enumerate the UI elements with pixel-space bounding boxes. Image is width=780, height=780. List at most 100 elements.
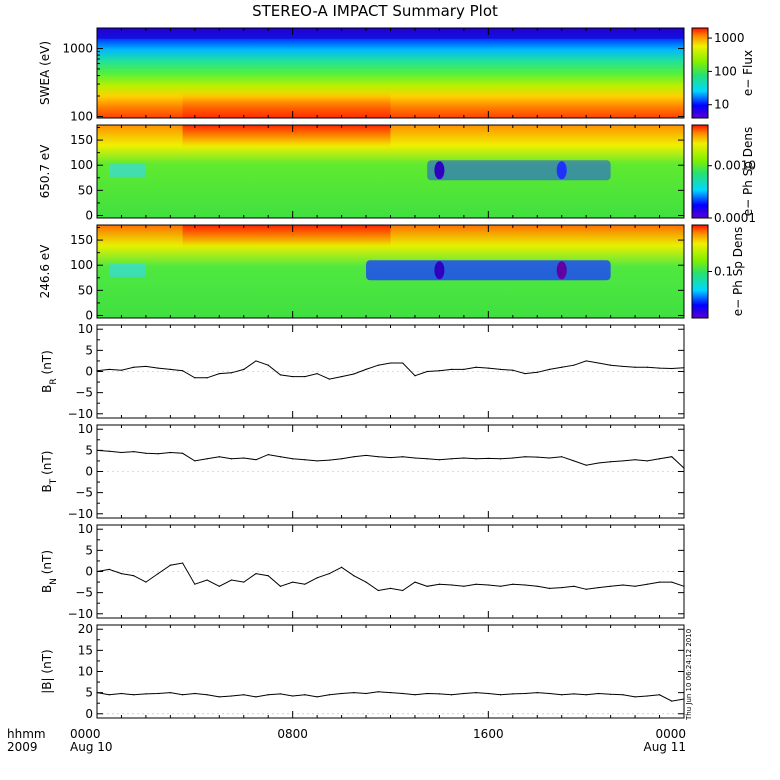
data-point-6-47 bbox=[671, 700, 673, 702]
data-point-4-47 bbox=[671, 456, 673, 458]
data-point-3-47 bbox=[671, 367, 673, 370]
data-point-3-4 bbox=[145, 365, 147, 368]
data-point-4-45 bbox=[646, 460, 648, 462]
data-point-3-28 bbox=[438, 370, 441, 372]
panel-frame-3 bbox=[96, 324, 685, 419]
data-point-3-42 bbox=[610, 364, 612, 366]
data-point-6-24 bbox=[389, 692, 392, 694]
data-point-6-42 bbox=[610, 693, 612, 695]
data-point-6-5 bbox=[157, 692, 159, 695]
data-point-6-14 bbox=[267, 694, 269, 696]
ytick-label-1-2: 100 bbox=[70, 158, 93, 172]
data-point-5-16 bbox=[292, 581, 294, 583]
data-point-6-35 bbox=[524, 692, 526, 695]
data-point-3-7 bbox=[182, 370, 184, 372]
data-point-6-26 bbox=[414, 694, 416, 696]
x-year-label: 2009 bbox=[7, 740, 38, 754]
data-point-6-32 bbox=[487, 692, 489, 695]
data-point-6-44 bbox=[634, 696, 636, 698]
data-point-5-8 bbox=[194, 583, 196, 585]
data-point-4-29 bbox=[451, 458, 453, 460]
data-point-5-7 bbox=[182, 562, 184, 564]
data-point-6-4 bbox=[145, 693, 147, 695]
data-point-5-4 bbox=[145, 581, 147, 583]
data-point-5-9 bbox=[206, 579, 208, 581]
colorbar-label-0: e− Flux bbox=[741, 50, 755, 96]
chart-title: STEREO-A IMPACT Summary Plot bbox=[252, 2, 498, 20]
data-point-3-43 bbox=[622, 365, 624, 368]
heatmap-minimum-1 bbox=[434, 161, 445, 180]
x-tick-label-1: 0800 bbox=[277, 727, 308, 741]
data-point-5-14 bbox=[267, 575, 269, 577]
ytick-label-5-0: −10 bbox=[68, 607, 93, 621]
ytick-label-2-3: 150 bbox=[70, 233, 93, 247]
data-point-4-3 bbox=[133, 451, 135, 453]
data-point-3-25 bbox=[402, 362, 404, 364]
series-line-4 bbox=[96, 449, 685, 469]
x-row-label: hhmm bbox=[7, 727, 46, 741]
data-point-6-7 bbox=[182, 694, 184, 696]
data-point-4-31 bbox=[475, 458, 477, 460]
data-point-4-38 bbox=[561, 456, 563, 458]
data-point-5-36 bbox=[536, 585, 538, 587]
panel-0: 10 100 1000 e− Flux 100 1000 SWEA (eV) bbox=[38, 27, 755, 123]
ytick-label-2-2: 100 bbox=[70, 258, 93, 272]
data-point-3-24 bbox=[389, 362, 392, 364]
ytick-label-5-4: 10 bbox=[78, 522, 93, 536]
panel-3: −10 −5 0 5 10 BR (nT) bbox=[40, 322, 685, 421]
data-point-4-32 bbox=[487, 457, 489, 459]
x-tick-sublabel-3: Aug 11 bbox=[643, 740, 686, 754]
data-point-6-31 bbox=[475, 692, 477, 694]
data-point-5-39 bbox=[573, 585, 575, 587]
ytick-label-3-0: −10 bbox=[68, 407, 93, 421]
ytick-label-6-0: 0 bbox=[85, 707, 93, 721]
colorbar-tick-label-0-1: 100 bbox=[714, 64, 737, 78]
data-point-5-10 bbox=[218, 585, 220, 587]
data-point-3-30 bbox=[463, 368, 465, 370]
ytick-label-6-4: 20 bbox=[78, 622, 93, 636]
data-point-3-5 bbox=[157, 367, 159, 369]
data-point-6-10 bbox=[218, 696, 220, 698]
data-point-5-28 bbox=[438, 583, 441, 585]
data-point-3-31 bbox=[475, 366, 477, 368]
ytick-label-3-3: 5 bbox=[85, 343, 93, 357]
colorbar-2 bbox=[691, 224, 709, 319]
data-point-3-8 bbox=[194, 377, 196, 379]
data-point-4-8 bbox=[194, 460, 196, 462]
ytick-label-5-1: −5 bbox=[75, 586, 93, 600]
data-point-3-20 bbox=[340, 375, 343, 378]
data-point-4-27 bbox=[426, 458, 428, 460]
data-point-6-1 bbox=[108, 694, 110, 696]
data-point-4-33 bbox=[499, 458, 502, 460]
data-point-6-29 bbox=[451, 694, 453, 696]
data-point-6-16 bbox=[292, 695, 294, 697]
data-point-5-34 bbox=[512, 583, 514, 585]
heatmap-early-dip-1 bbox=[109, 163, 146, 177]
data-point-3-15 bbox=[279, 374, 282, 376]
y-axis-label-sub-4: T bbox=[49, 478, 59, 485]
data-point-4-24 bbox=[389, 456, 392, 459]
data-point-4-22 bbox=[365, 454, 367, 457]
data-point-5-33 bbox=[499, 585, 502, 587]
panel-5: −10 −5 0 5 10 BN (nT) bbox=[40, 522, 685, 621]
colorbar-tick-label-0-2: 1000 bbox=[714, 31, 745, 45]
data-point-6-2 bbox=[120, 692, 123, 695]
heatmap-hot-band-1 bbox=[182, 125, 391, 148]
data-point-6-40 bbox=[585, 694, 587, 696]
data-point-5-44 bbox=[634, 585, 636, 587]
data-point-5-45 bbox=[646, 583, 648, 585]
data-point-6-43 bbox=[622, 694, 624, 696]
ytick-label-4-3: 5 bbox=[85, 443, 93, 457]
data-point-4-20 bbox=[340, 458, 343, 460]
colorbar-1 bbox=[691, 124, 709, 219]
data-point-4-15 bbox=[279, 456, 282, 458]
data-point-5-19 bbox=[328, 573, 330, 575]
data-point-3-37 bbox=[548, 368, 551, 370]
heatmap-depletion-band-2 bbox=[366, 260, 611, 281]
y-axis-label-0: SWEA (eV) bbox=[38, 41, 52, 105]
data-point-4-21 bbox=[353, 456, 355, 458]
data-point-4-37 bbox=[548, 457, 551, 459]
data-point-5-32 bbox=[487, 584, 489, 586]
data-point-3-34 bbox=[512, 369, 514, 371]
